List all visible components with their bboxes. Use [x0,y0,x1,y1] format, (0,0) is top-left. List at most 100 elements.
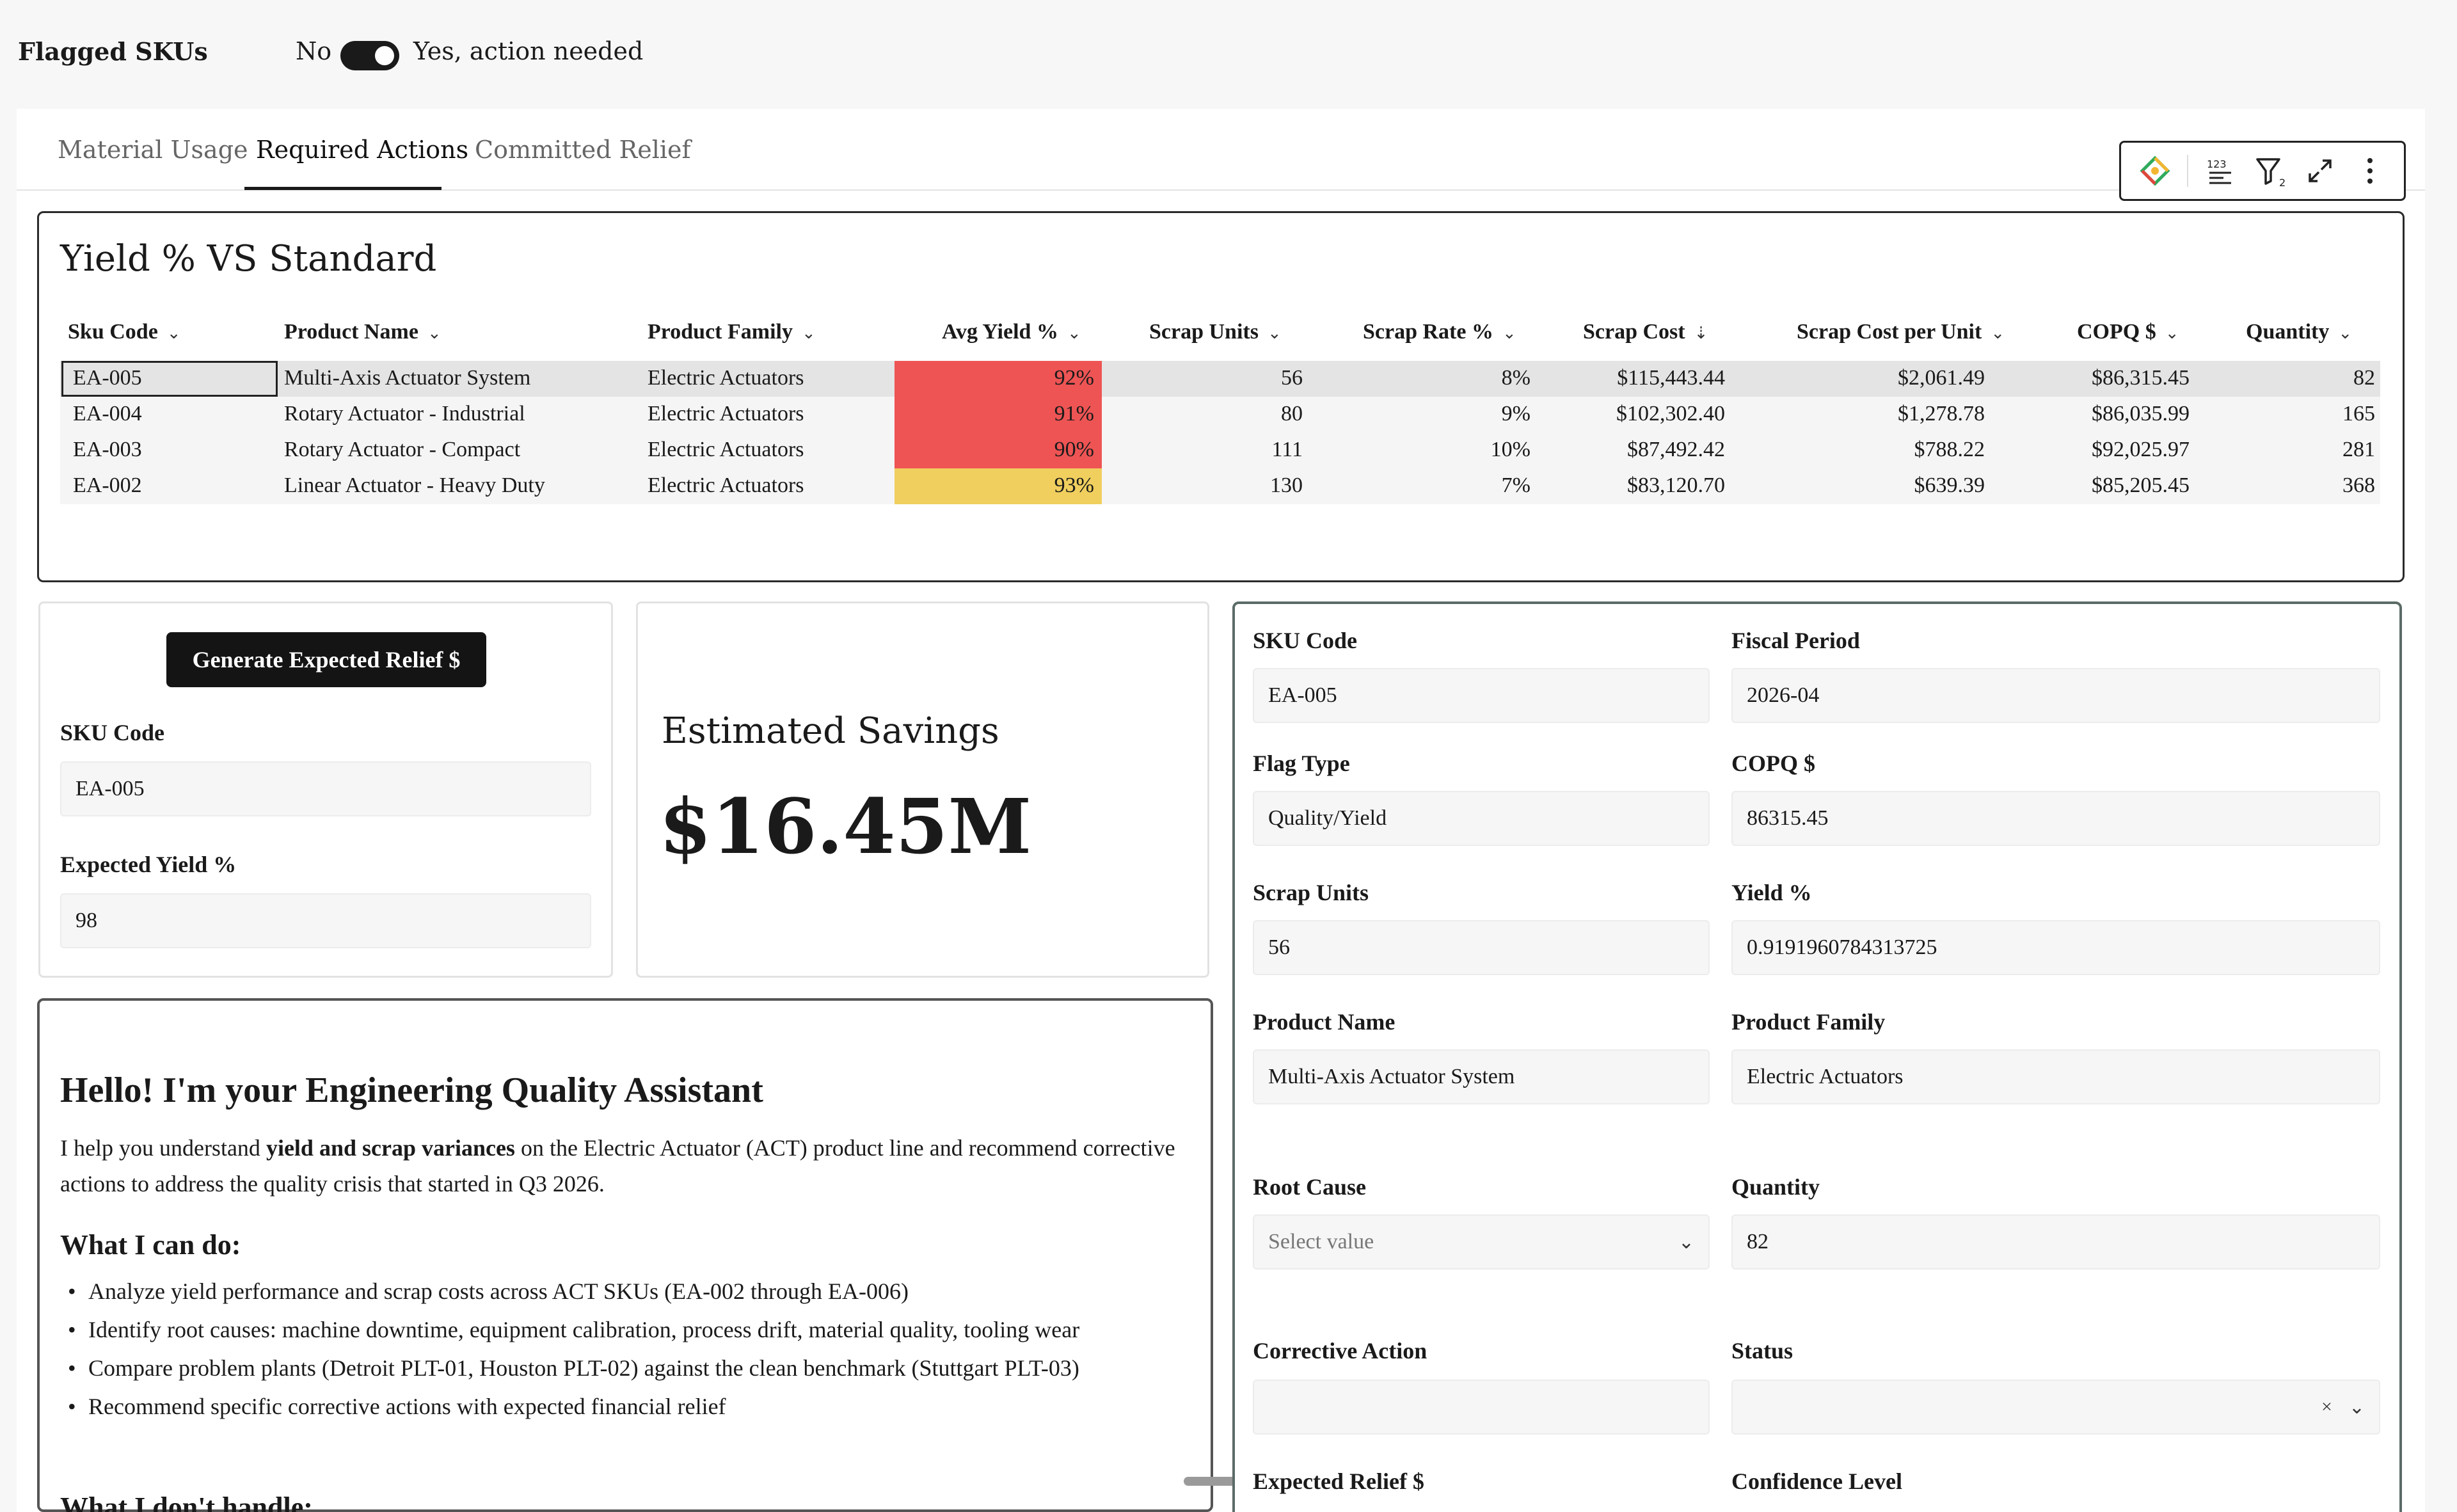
col-header-sku[interactable]: Sku Code ⌄ [68,320,181,344]
corrective-action-input[interactable] [1253,1380,1710,1435]
cell-scrap-cost[interactable]: $115,443.44 [1617,366,1725,390]
cell-copq[interactable]: $92,025.97 [2092,438,2190,461]
col-header-product-name[interactable]: Product Name ⌄ [284,320,441,344]
chevron-down-icon: ⌄ [801,324,816,342]
cell-copq[interactable]: $86,315.45 [2092,366,2190,390]
tab-material-usage[interactable]: Material Usage [58,136,248,164]
cell-quantity[interactable]: 368 [2342,473,2375,497]
cell-product-name[interactable]: Multi-Axis Actuator System [284,366,531,390]
expand-icon[interactable] [2302,153,2338,189]
form-product-family-input[interactable]: Electric Actuators [1731,1049,2380,1104]
generate-relief-button[interactable]: Generate Expected Relief $ [166,632,486,687]
assistant-card [37,998,1213,1512]
cell-sku[interactable]: EA-005 [73,366,142,390]
cell-scrap-rate[interactable]: 8% [1501,366,1531,390]
cell-product-name[interactable]: Linear Actuator - Heavy Duty [284,473,545,497]
chevron-down-icon: ⌄ [1678,1231,1694,1253]
form-yield-input[interactable]: 0.9191960784313725 [1731,920,2380,975]
cell-scrap-cost[interactable]: $87,492.42 [1627,438,1725,461]
cell-quantity[interactable]: 165 [2342,402,2375,426]
form-root-cause-label: Root Cause [1253,1174,1366,1200]
cell-product-name[interactable]: Rotary Actuator - Industrial [284,402,525,426]
cell-quantity[interactable]: 281 [2342,438,2375,461]
more-icon[interactable] [2352,153,2388,189]
cell-scrap-cost[interactable]: $102,302.40 [1616,402,1725,426]
tab-required-actions[interactable]: Required Actions [256,136,469,164]
relief-sku-input[interactable]: EA-005 [60,761,591,816]
flagged-toggle[interactable] [340,41,399,70]
chevron-down-icon: ⌄ [166,324,181,342]
clear-icon[interactable]: × [2321,1396,2332,1417]
cell-scrap-units[interactable]: 80 [1281,402,1303,426]
form-period-input[interactable]: 2026-04 [1731,668,2380,723]
yield-highlight [895,361,1102,397]
cell-scrap-rate[interactable]: 7% [1501,473,1531,497]
assistant-heading: Hello! I'm your Engineering Quality Assi… [60,1070,763,1110]
cell-copq[interactable]: $86,035.99 [2092,402,2190,426]
cell-product-family[interactable]: Electric Actuators [648,473,804,497]
cell-cost-per-unit[interactable]: $639.39 [1914,473,1985,497]
cell-avg-yield[interactable]: 91% [1054,402,1094,426]
form-sku-label: SKU Code [1253,628,1358,653]
chevron-down-icon: ⌄ [1502,324,1516,342]
cell-scrap-cost[interactable]: $83,120.70 [1627,473,1725,497]
form-product-name-input[interactable]: Multi-Axis Actuator System [1253,1049,1710,1104]
col-header-avg-yield[interactable]: Avg Yield % ⌄ [942,320,1081,344]
toolbar-separator [2187,155,2188,187]
cell-cost-per-unit[interactable]: $2,061.49 [1898,366,1985,390]
form-product-name-label: Product Name [1253,1009,1395,1035]
col-header-scrap-rate[interactable]: Scrap Rate % ⌄ [1363,320,1516,344]
col-header-scrap-cost[interactable]: Scrap Cost ⇣ [1583,320,1708,344]
ai-sparkle-icon[interactable] [2137,153,2173,189]
table-row[interactable] [60,397,2380,433]
table-row[interactable] [60,433,2380,468]
cell-scrap-units[interactable]: 111 [1271,438,1303,461]
can-do-list: • Analyze yield performance and scrap cos… [60,1273,1186,1427]
cell-product-family[interactable]: Electric Actuators [648,366,804,390]
cell-scrap-units[interactable]: 130 [1270,473,1303,497]
cell-product-family[interactable]: Electric Actuators [648,438,804,461]
chevron-down-icon: ⌄ [2165,324,2179,342]
status-select[interactable]: × ⌄ [1731,1380,2380,1435]
can-do-heading: What I can do: [60,1229,241,1261]
form-yield-label: Yield % [1731,880,1812,905]
chevron-down-icon: ⌄ [2348,1396,2365,1418]
cell-product-name[interactable]: Rotary Actuator - Compact [284,438,521,461]
cell-sku[interactable]: EA-004 [73,402,142,426]
form-quantity-input[interactable]: 82 [1731,1214,2380,1269]
cell-sku[interactable]: EA-002 [73,473,142,497]
expected-yield-input[interactable]: 98 [60,893,591,948]
col-header-scrap-units[interactable]: Scrap Units ⌄ [1149,320,1282,344]
filter-icon[interactable]: 2 [2252,153,2288,189]
col-header-product-family[interactable]: Product Family ⌄ [648,320,816,344]
root-cause-select[interactable]: Select value ⌄ [1253,1214,1710,1269]
cell-avg-yield[interactable]: 92% [1054,366,1094,390]
form-copq-input[interactable]: 86315.45 [1731,791,2380,846]
cell-scrap-rate[interactable]: 10% [1490,438,1531,461]
col-header-quantity[interactable]: Quantity ⌄ [2246,320,2353,344]
cell-product-family[interactable]: Electric Actuators [648,402,804,426]
cell-scrap-units[interactable]: 56 [1281,366,1303,390]
table-row[interactable] [60,361,2380,397]
chevron-down-icon: ⌄ [427,324,441,342]
number-format-icon[interactable]: 123 [2202,153,2238,189]
form-period-label: Fiscal Period [1731,628,1860,653]
form-copq-label: COPQ $ [1731,751,1815,776]
table-row[interactable] [60,468,2380,504]
cell-cost-per-unit[interactable]: $788.22 [1914,438,1985,461]
cell-avg-yield[interactable]: 90% [1054,438,1094,461]
form-flag-input[interactable]: Quality/Yield [1253,791,1710,846]
cell-scrap-rate[interactable]: 9% [1501,402,1531,426]
selected-cell [61,361,278,397]
tab-committed-relief[interactable]: Committed Relief [475,136,691,164]
form-scrap-input[interactable]: 56 [1253,920,1710,975]
cell-sku[interactable]: EA-003 [73,438,142,461]
cell-cost-per-unit[interactable]: $1,278.78 [1898,402,1985,426]
form-sku-input[interactable]: EA-005 [1253,668,1710,723]
cell-copq[interactable]: $85,205.45 [2092,473,2190,497]
cell-quantity[interactable]: 82 [2353,366,2375,390]
cell-avg-yield[interactable]: 93% [1054,473,1094,497]
chevron-down-icon: ⌄ [2338,324,2353,342]
col-header-cost-per-unit[interactable]: Scrap Cost per Unit ⌄ [1797,320,2005,344]
col-header-copq[interactable]: COPQ $ ⌄ [2077,320,2179,344]
